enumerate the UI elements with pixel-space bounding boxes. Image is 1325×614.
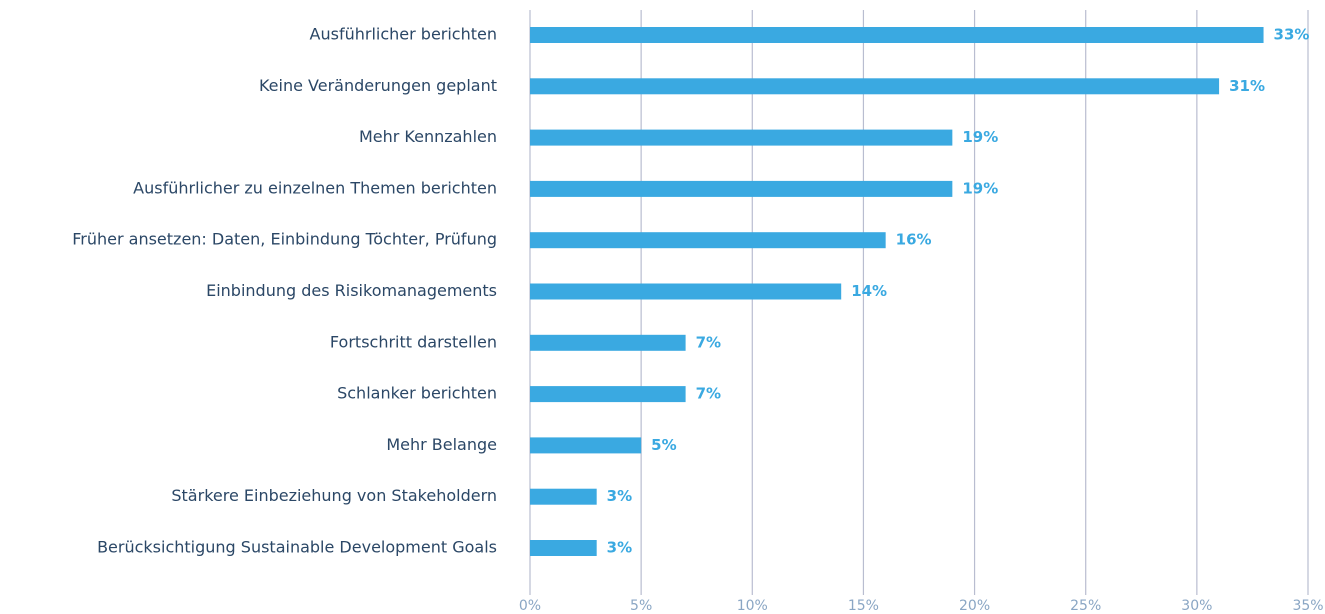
value-label: 16% <box>896 231 932 249</box>
value-label: 33% <box>1274 26 1310 44</box>
x-tick-label: 5% <box>630 598 652 614</box>
bar <box>530 334 686 351</box>
bar <box>530 27 1264 43</box>
category-label: Stärkere Einbeziehung von Stakeholdern <box>171 486 497 505</box>
value-label: 5% <box>651 436 676 454</box>
x-tick-label: 0% <box>519 598 541 614</box>
bar <box>530 78 1220 95</box>
value-label: 7% <box>696 333 721 351</box>
category-label: Früher ansetzen: Daten, Einbindung Töcht… <box>72 230 497 249</box>
bar <box>530 386 686 403</box>
bar <box>530 283 842 300</box>
x-tick-label: 30% <box>1181 598 1212 614</box>
x-tick-label: 25% <box>1070 598 1101 614</box>
x-tick-label: 10% <box>737 598 768 614</box>
x-tick-label: 35% <box>1292 598 1323 614</box>
bar <box>530 232 886 249</box>
value-label: 7% <box>696 385 721 403</box>
category-label: Mehr Belange <box>386 435 497 454</box>
bar <box>530 129 953 146</box>
bar <box>530 437 642 454</box>
value-label: 3% <box>607 539 632 557</box>
category-label: Ausführlicher zu einzelnen Themen berich… <box>133 178 497 197</box>
value-label: 3% <box>607 487 632 505</box>
value-label: 31% <box>1229 77 1265 95</box>
x-tick-label: 15% <box>848 598 879 614</box>
category-label: Keine Veränderungen geplant <box>259 76 497 95</box>
category-label: Einbindung des Risikomanagements <box>206 281 497 300</box>
value-label: 19% <box>962 179 998 197</box>
category-label: Ausführlicher berichten <box>310 25 497 44</box>
bar <box>530 180 953 197</box>
x-tick-label: 20% <box>959 598 990 614</box>
category-label: Mehr Kennzahlen <box>359 127 497 146</box>
bar <box>530 540 597 556</box>
category-label: Berücksichtigung Sustainable Development… <box>97 538 497 557</box>
value-label: 19% <box>962 128 998 146</box>
value-label: 14% <box>851 282 887 300</box>
category-label: Schlanker berichten <box>337 384 497 403</box>
bar <box>530 488 597 505</box>
category-label: Fortschritt darstellen <box>330 332 497 351</box>
